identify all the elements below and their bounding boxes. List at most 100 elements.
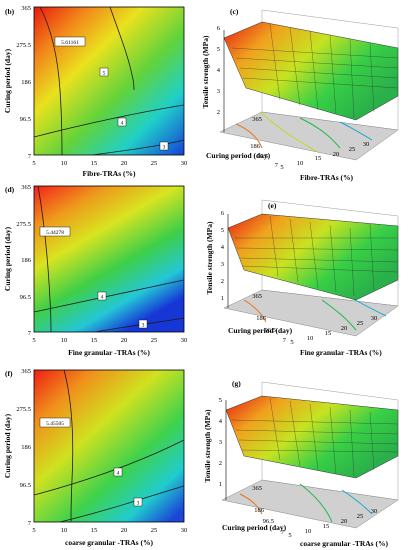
contour-plot-area [33,6,185,156]
contour-label: 5.44278 [46,230,64,236]
x-tick: 5 [280,164,283,171]
y-tick: 365 [252,485,262,492]
x-axis-label: Fibre-TRAs (%) [83,169,136,178]
x-tick: 20 [121,160,128,167]
y-tick: 275.5 [16,406,31,413]
x-tick: 10 [297,160,304,167]
x-tick: 15 [91,337,98,344]
contour-line-4 [91,139,185,156]
floor-contour [243,299,267,323]
surface-panel-g: (g) 1 2 3 4 5 Tensile strength (MPa) 365… [203,379,399,548]
floor-contour [321,299,357,331]
y-axis-label: Curing period (day) [228,326,293,335]
panel-tag: (e) [268,201,277,210]
x-tick: 5 [32,160,35,167]
x-axis-label: Fine granular -TRAs (%) [68,348,150,357]
x-tick: 15 [323,523,330,530]
y-tick: 186 [21,79,32,86]
x-tick: 10 [61,337,68,344]
x-tick: 25 [349,146,356,153]
z-axis-label: Tensile strength (MPa) [203,409,212,482]
z-tick: 6 [217,25,221,32]
panel-tag: (b) [5,7,15,16]
x-tick: 30 [181,160,188,167]
panel-tag: (c) [230,7,239,16]
z-tick: 1 [221,295,224,302]
x-axis-label: Fibre-TRAs (%) [300,173,353,182]
surface-mesh [231,397,399,477]
z-tick: 4 [217,67,221,74]
response-surface [227,213,399,301]
z-tick: 2 [221,278,224,285]
floor-plane [221,479,399,529]
x-tick: 30 [371,508,378,515]
contour-line-3 [33,104,185,138]
contour-line-2 [109,6,135,91]
y-tick: 96.5 [20,116,31,123]
panel-tag: (g) [232,379,241,388]
y-tick: 186 [21,257,32,264]
x-tick: 10 [307,335,314,342]
contour-label: 3 [142,323,145,329]
x-tick: 30 [371,315,378,322]
y-tick: 96.5 [265,327,276,334]
contour-label: 3 [163,145,166,151]
x-tick: 30 [181,527,188,534]
y-tick: 7 [28,330,32,337]
x-axis-label: Fine granular -TRAs (%) [300,348,382,357]
x-tick: 30 [181,337,188,344]
x-tick: 25 [151,527,158,534]
x-tick: 20 [333,151,340,158]
x-tick: 25 [151,160,158,167]
y-tick: 365 [21,368,31,375]
x-axis-label: coarse granular -TRAs (%) [65,538,153,547]
contour-label: 5.61161 [61,40,79,46]
y-axis-label: Curing period (day) [3,48,12,113]
x-tick: 10 [305,528,312,535]
z-tick: 3 [217,88,220,95]
x-tick: 15 [91,527,98,534]
contour-line-2 [33,439,185,496]
surface-mesh [231,23,399,119]
x-tick: 25 [151,337,158,344]
y-tick: 96.5 [257,153,268,160]
y-tick: 186 [254,507,265,514]
floor-contour [239,493,263,515]
floor-plane [219,111,399,161]
y-tick: 7 [28,153,32,160]
surface-panel-e: (e) 1 2 3 4 5 6 Tensile strength (MPa) 3… [205,199,399,357]
floor-contour [339,121,373,141]
x-tick: 10 [61,527,68,534]
contour-line-1 [37,185,52,333]
y-tick: 275.5 [16,221,31,228]
contour-panel-d: 5.44278 4 3 (d) 365 275.5 186 96.5 7 5 1… [3,184,187,357]
y-tick: 365 [21,184,31,191]
surface-mesh [234,215,399,297]
contour-plot-area [33,369,185,523]
x-tick: 5 [290,339,293,346]
x-tick: 15 [91,160,98,167]
y-tick: 275.5 [16,42,31,49]
contour-label: 4 [117,471,120,477]
y-tick: 96.5 [20,482,31,489]
y-axis-label: Curing period (day) [222,523,287,532]
contour-line-1 [39,6,63,156]
contour-panel-b: 5.61161 5 4 3 (b) 365 275.5 186 96.5 7 5… [3,5,187,178]
z-tick: 4 [221,244,225,251]
x-tick: 5 [32,337,35,344]
floor-plane [223,289,399,337]
x-axis-label: coarse granular -TRAs (%) [300,539,388,548]
z-tick: 5 [219,397,222,404]
contour-label: 5 [103,71,106,77]
floor-contour [299,117,341,149]
y-tick: 186 [256,315,267,322]
x-tick: 10 [61,160,68,167]
x-tick: 15 [315,155,322,162]
y-tick: 96.5 [20,294,31,301]
z-tick: 3 [219,439,222,446]
floor-contour [299,483,333,523]
x-tick: 20 [121,527,128,534]
y-tick: 365 [21,5,31,12]
surface-panel-c: (c) 2 3 4 5 6 Tensile strength (MPa) 365… [201,7,399,182]
x-tick: 25 [357,320,364,327]
